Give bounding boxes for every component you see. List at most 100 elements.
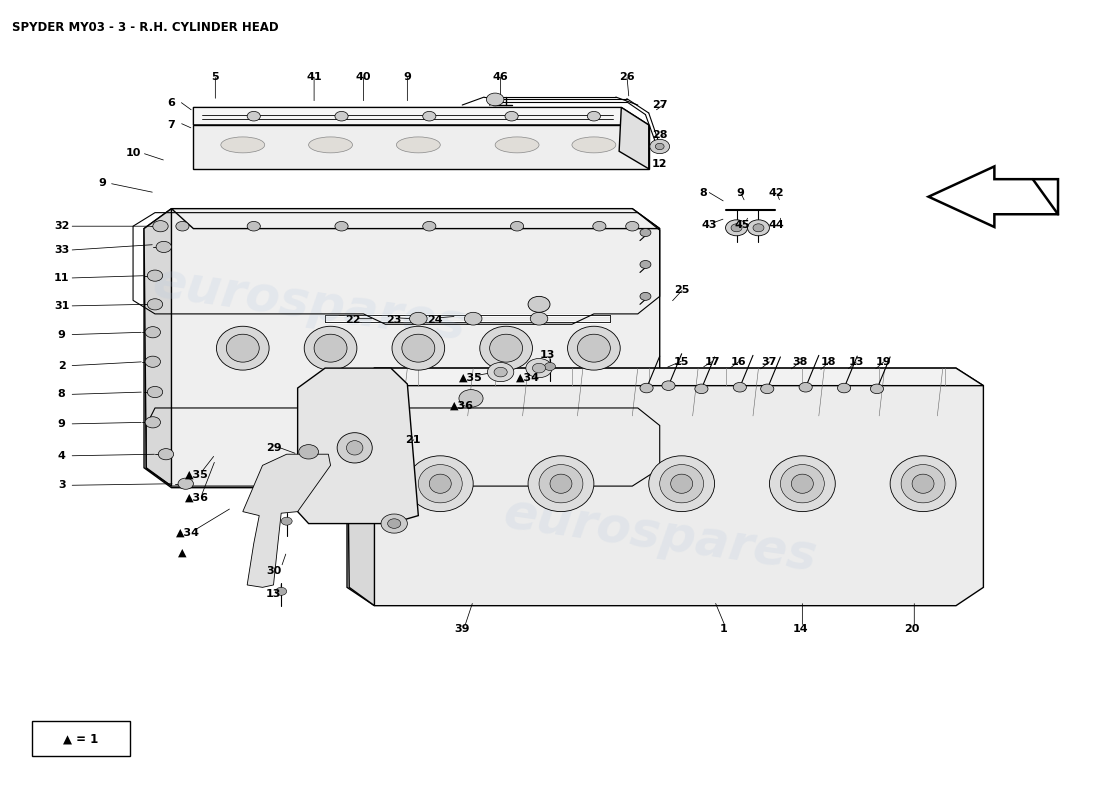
Circle shape bbox=[837, 383, 850, 393]
Circle shape bbox=[422, 222, 436, 231]
Circle shape bbox=[587, 111, 601, 121]
Text: 13: 13 bbox=[266, 589, 282, 598]
Text: ▲36: ▲36 bbox=[450, 401, 474, 410]
Ellipse shape bbox=[550, 474, 572, 494]
Text: 15: 15 bbox=[674, 357, 690, 366]
Text: ▲34: ▲34 bbox=[516, 373, 540, 382]
Circle shape bbox=[334, 111, 348, 121]
Text: ▲36: ▲36 bbox=[185, 493, 209, 503]
Text: 19: 19 bbox=[876, 357, 891, 366]
Text: 16: 16 bbox=[730, 357, 747, 366]
Circle shape bbox=[282, 517, 293, 525]
Text: 29: 29 bbox=[266, 443, 282, 453]
Text: ▲ = 1: ▲ = 1 bbox=[64, 732, 99, 746]
Polygon shape bbox=[144, 209, 172, 486]
Ellipse shape bbox=[315, 334, 346, 362]
Text: 26: 26 bbox=[619, 72, 635, 82]
Circle shape bbox=[626, 222, 639, 231]
Circle shape bbox=[640, 292, 651, 300]
Circle shape bbox=[387, 518, 400, 528]
Text: 28: 28 bbox=[652, 130, 668, 140]
Circle shape bbox=[640, 383, 653, 393]
Ellipse shape bbox=[305, 326, 356, 370]
Circle shape bbox=[147, 298, 163, 310]
Text: 38: 38 bbox=[792, 357, 807, 366]
Circle shape bbox=[695, 384, 708, 394]
Text: 8: 8 bbox=[700, 188, 707, 198]
Text: 42: 42 bbox=[768, 188, 784, 198]
Polygon shape bbox=[172, 209, 660, 229]
Text: 37: 37 bbox=[762, 357, 777, 366]
Text: 45: 45 bbox=[735, 220, 750, 230]
Circle shape bbox=[145, 356, 161, 367]
Circle shape bbox=[530, 312, 548, 325]
Circle shape bbox=[593, 222, 606, 231]
Text: SPYDER MY03 - 3 - R.H. CYLINDER HEAD: SPYDER MY03 - 3 - R.H. CYLINDER HEAD bbox=[12, 22, 279, 34]
Circle shape bbox=[640, 229, 651, 237]
Text: 9: 9 bbox=[98, 178, 107, 188]
Polygon shape bbox=[346, 368, 983, 606]
Text: 2: 2 bbox=[58, 361, 66, 370]
Circle shape bbox=[459, 390, 483, 407]
Circle shape bbox=[153, 221, 168, 232]
Text: 3: 3 bbox=[58, 480, 66, 490]
Text: 40: 40 bbox=[355, 72, 371, 82]
Circle shape bbox=[147, 386, 163, 398]
Circle shape bbox=[381, 514, 407, 533]
Circle shape bbox=[656, 143, 664, 150]
Circle shape bbox=[494, 367, 507, 377]
Circle shape bbox=[544, 362, 556, 370]
Polygon shape bbox=[619, 107, 649, 169]
FancyBboxPatch shape bbox=[32, 722, 130, 756]
Ellipse shape bbox=[791, 474, 813, 494]
Ellipse shape bbox=[480, 326, 532, 370]
Ellipse shape bbox=[418, 465, 462, 503]
Circle shape bbox=[662, 381, 675, 390]
Ellipse shape bbox=[217, 326, 270, 370]
Circle shape bbox=[409, 312, 427, 325]
Circle shape bbox=[147, 270, 163, 282]
Circle shape bbox=[145, 417, 161, 428]
Circle shape bbox=[761, 384, 773, 394]
Ellipse shape bbox=[568, 326, 620, 370]
Text: 33: 33 bbox=[54, 245, 69, 255]
Text: 11: 11 bbox=[54, 273, 69, 283]
Ellipse shape bbox=[402, 334, 434, 362]
Ellipse shape bbox=[572, 137, 616, 153]
Ellipse shape bbox=[539, 465, 583, 503]
Ellipse shape bbox=[309, 137, 352, 153]
Circle shape bbox=[526, 358, 552, 378]
Circle shape bbox=[464, 312, 482, 325]
Circle shape bbox=[510, 222, 524, 231]
Ellipse shape bbox=[396, 137, 440, 153]
Text: 39: 39 bbox=[454, 624, 470, 634]
Circle shape bbox=[734, 382, 747, 392]
Text: 21: 21 bbox=[405, 435, 420, 445]
Circle shape bbox=[276, 587, 287, 595]
Text: 14: 14 bbox=[792, 624, 808, 634]
Ellipse shape bbox=[429, 474, 451, 494]
Ellipse shape bbox=[407, 456, 473, 512]
Ellipse shape bbox=[890, 456, 956, 512]
Text: 44: 44 bbox=[768, 220, 784, 230]
Ellipse shape bbox=[337, 433, 372, 463]
Circle shape bbox=[422, 111, 436, 121]
Ellipse shape bbox=[649, 456, 715, 512]
Polygon shape bbox=[243, 454, 331, 587]
Text: 13: 13 bbox=[848, 357, 864, 366]
Ellipse shape bbox=[769, 456, 835, 512]
Text: ▲: ▲ bbox=[178, 548, 187, 558]
Text: 5: 5 bbox=[211, 72, 219, 82]
Ellipse shape bbox=[346, 441, 363, 455]
Polygon shape bbox=[194, 107, 649, 125]
Text: 17: 17 bbox=[705, 357, 720, 366]
Text: 12: 12 bbox=[652, 159, 668, 169]
Text: 32: 32 bbox=[54, 222, 69, 231]
Polygon shape bbox=[346, 368, 374, 606]
Circle shape bbox=[870, 384, 883, 394]
Text: 22: 22 bbox=[344, 315, 361, 326]
Text: 23: 23 bbox=[386, 315, 402, 326]
Text: 41: 41 bbox=[306, 72, 322, 82]
Text: ▲34: ▲34 bbox=[176, 528, 200, 538]
Circle shape bbox=[486, 93, 504, 106]
